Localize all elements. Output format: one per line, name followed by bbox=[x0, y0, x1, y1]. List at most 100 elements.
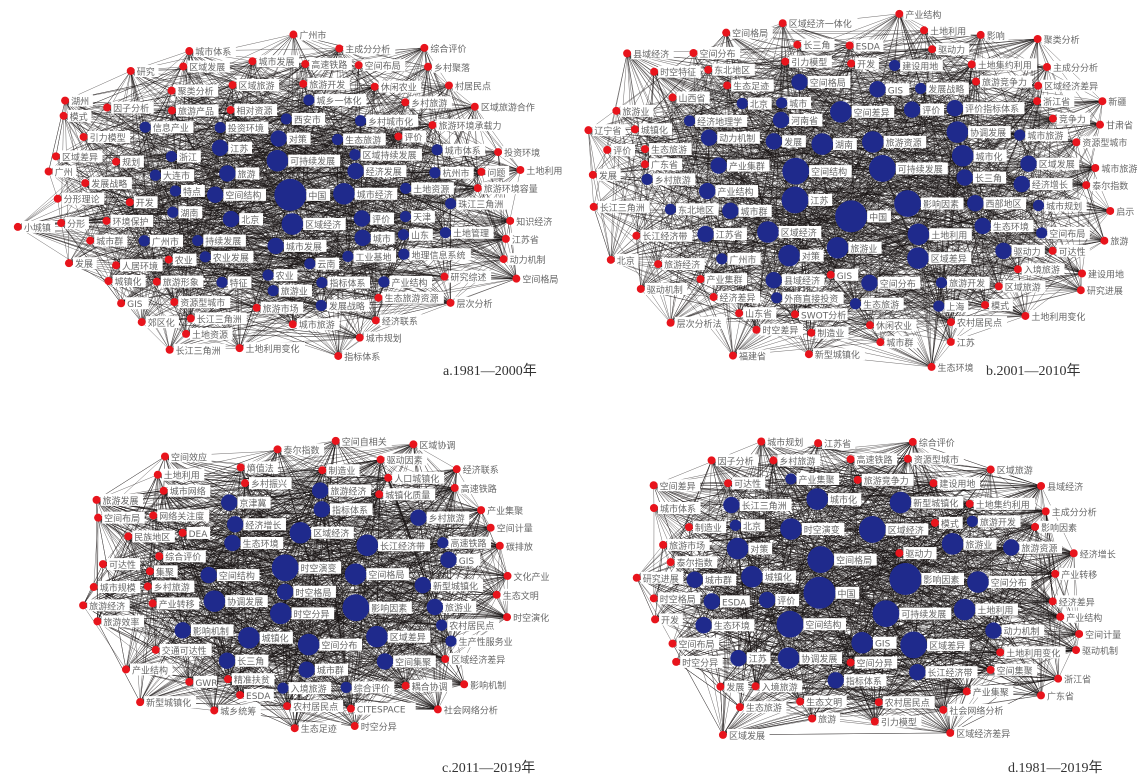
node-label: 制造业 bbox=[817, 328, 844, 340]
node-marker bbox=[793, 40, 802, 49]
node-marker bbox=[219, 165, 236, 182]
node-label: 湖南 bbox=[835, 139, 853, 151]
node-marker bbox=[946, 318, 955, 327]
node-marker bbox=[709, 293, 718, 302]
node-marker bbox=[865, 321, 874, 330]
keyword-node: 大连市 bbox=[149, 169, 195, 182]
node-label: 新疆 bbox=[1108, 96, 1126, 108]
node-marker bbox=[778, 19, 787, 28]
node-marker bbox=[584, 126, 593, 135]
node-marker bbox=[967, 194, 984, 212]
node-label: 旅游产品 bbox=[178, 105, 214, 117]
node-label: ESDA bbox=[856, 43, 881, 53]
node-label: 工业基地 bbox=[355, 251, 391, 263]
node-label: 可持续发展 bbox=[290, 156, 335, 168]
node-label: 土地资源 bbox=[413, 183, 449, 195]
node-label: 开发 bbox=[857, 59, 875, 71]
node-label: 发展 bbox=[75, 258, 93, 270]
node-label: 规划 bbox=[122, 157, 140, 169]
node-marker bbox=[354, 61, 363, 70]
node-marker bbox=[281, 213, 304, 235]
node-label: 土地管理 bbox=[453, 228, 489, 240]
node-label: 空间布局 bbox=[1049, 228, 1085, 240]
keyword-node: 旅游环境承载力 bbox=[428, 119, 508, 132]
edge bbox=[1086, 124, 1101, 186]
edge bbox=[383, 203, 451, 283]
node-marker bbox=[588, 170, 597, 179]
node-marker bbox=[397, 229, 410, 241]
node-label: 层次分析 bbox=[457, 298, 493, 310]
node-label: 区域经济一体化 bbox=[789, 18, 852, 30]
node-label: 广东省 bbox=[651, 159, 678, 171]
node-marker bbox=[1033, 97, 1042, 106]
node-marker bbox=[102, 216, 111, 225]
node-marker bbox=[697, 225, 714, 243]
node-marker bbox=[894, 190, 921, 217]
node-marker bbox=[623, 49, 632, 58]
node-marker bbox=[928, 45, 937, 54]
node-marker bbox=[182, 329, 191, 338]
node-marker bbox=[167, 206, 179, 218]
node-marker bbox=[728, 351, 737, 360]
node-label: 对策 bbox=[802, 251, 820, 263]
node-marker bbox=[1091, 164, 1100, 173]
node-label: 入境旅游 bbox=[1024, 264, 1060, 276]
node-marker bbox=[446, 298, 455, 307]
node-marker bbox=[61, 96, 70, 105]
node-marker bbox=[927, 362, 936, 371]
node-marker bbox=[951, 144, 974, 167]
keyword-node: 评价 bbox=[353, 210, 394, 227]
node-marker bbox=[722, 28, 731, 37]
node-label: 持续发展 bbox=[205, 236, 241, 248]
node-marker bbox=[125, 198, 134, 207]
keyword-node: 区域发展 bbox=[1020, 155, 1080, 172]
node-marker bbox=[1098, 97, 1107, 106]
node-marker bbox=[398, 248, 410, 260]
node-label: 城市化 bbox=[976, 151, 1003, 163]
node-label: 生态足迹 bbox=[733, 80, 769, 92]
node-label: 泰尔指数 bbox=[1092, 180, 1128, 192]
node-marker bbox=[289, 30, 298, 39]
node-label: 城市 bbox=[373, 233, 391, 245]
node-label: 产业结构 bbox=[905, 9, 941, 21]
node-marker bbox=[371, 316, 380, 325]
edge bbox=[17, 182, 86, 228]
node-label: 时空差异 bbox=[762, 325, 798, 337]
keyword-node: 评价 bbox=[903, 101, 945, 118]
node-marker bbox=[169, 185, 182, 197]
edge bbox=[48, 171, 58, 199]
node-label: 新型城镇化 bbox=[815, 349, 860, 361]
keyword-node: 发展 bbox=[64, 257, 97, 270]
node-label: 江苏 bbox=[230, 143, 248, 155]
node-marker bbox=[699, 182, 716, 200]
node-label: 区域旅游 bbox=[239, 80, 275, 92]
keyword-node: 北京 bbox=[736, 97, 772, 111]
node-label: 东北地区 bbox=[678, 204, 714, 216]
node-marker bbox=[632, 231, 641, 240]
keyword-node: 发展 bbox=[765, 133, 806, 150]
node-marker bbox=[51, 152, 60, 161]
node-marker bbox=[13, 222, 22, 231]
keyword-node: GIS bbox=[117, 297, 149, 310]
node-marker bbox=[1014, 129, 1026, 141]
node-marker bbox=[1042, 62, 1051, 71]
node-marker bbox=[781, 186, 809, 214]
node-marker bbox=[704, 65, 713, 74]
node-label: 指标体系 bbox=[329, 278, 365, 290]
node-marker bbox=[192, 234, 204, 247]
node-label: 广州市 bbox=[729, 254, 756, 266]
node-label: 分形理论 bbox=[64, 194, 100, 206]
node-marker bbox=[772, 111, 790, 129]
node-label: GIS bbox=[127, 300, 143, 310]
node-marker bbox=[117, 299, 126, 308]
node-marker bbox=[59, 111, 68, 120]
node-label: 旅游 bbox=[1110, 236, 1128, 248]
node-marker bbox=[967, 60, 976, 69]
node-marker bbox=[228, 80, 237, 89]
node-marker bbox=[654, 260, 663, 269]
node-label: 城镇化 bbox=[641, 124, 668, 136]
node-marker bbox=[847, 59, 856, 68]
node-label: 农业 bbox=[175, 255, 193, 267]
keyword-node: 旅游 bbox=[1100, 234, 1133, 248]
keyword-node: 生态旅游资源 bbox=[374, 291, 444, 305]
